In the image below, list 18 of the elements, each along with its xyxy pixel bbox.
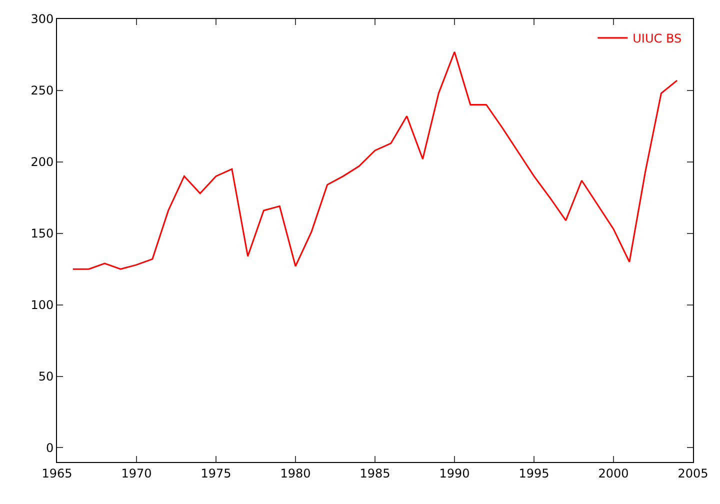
x-tick-label: 1980 bbox=[280, 466, 311, 480]
y-tick-label: 200 bbox=[30, 155, 54, 170]
line-series bbox=[72, 51, 678, 270]
x-tick-label: 1995 bbox=[518, 466, 550, 480]
x-tick-label: 1985 bbox=[360, 466, 390, 480]
y-tick-label: 0 bbox=[46, 440, 54, 455]
x-tick-label: 2000 bbox=[598, 466, 629, 480]
y-tick-label: 250 bbox=[30, 84, 54, 98]
y-tick-label: 100 bbox=[30, 298, 54, 312]
x-tick-label: 1965 bbox=[42, 466, 72, 480]
x-tick-label: 1990 bbox=[439, 466, 470, 480]
y-tick-label: 300 bbox=[30, 12, 54, 26]
y-tick-label: 50 bbox=[38, 369, 54, 384]
y-tick-label: 150 bbox=[30, 226, 54, 241]
x-tick-label: 2005 bbox=[678, 466, 708, 480]
x-tick-label: 1970 bbox=[121, 466, 152, 480]
x-tick-label: 1975 bbox=[200, 466, 232, 480]
legend-label: UIUC BS bbox=[632, 32, 682, 46]
